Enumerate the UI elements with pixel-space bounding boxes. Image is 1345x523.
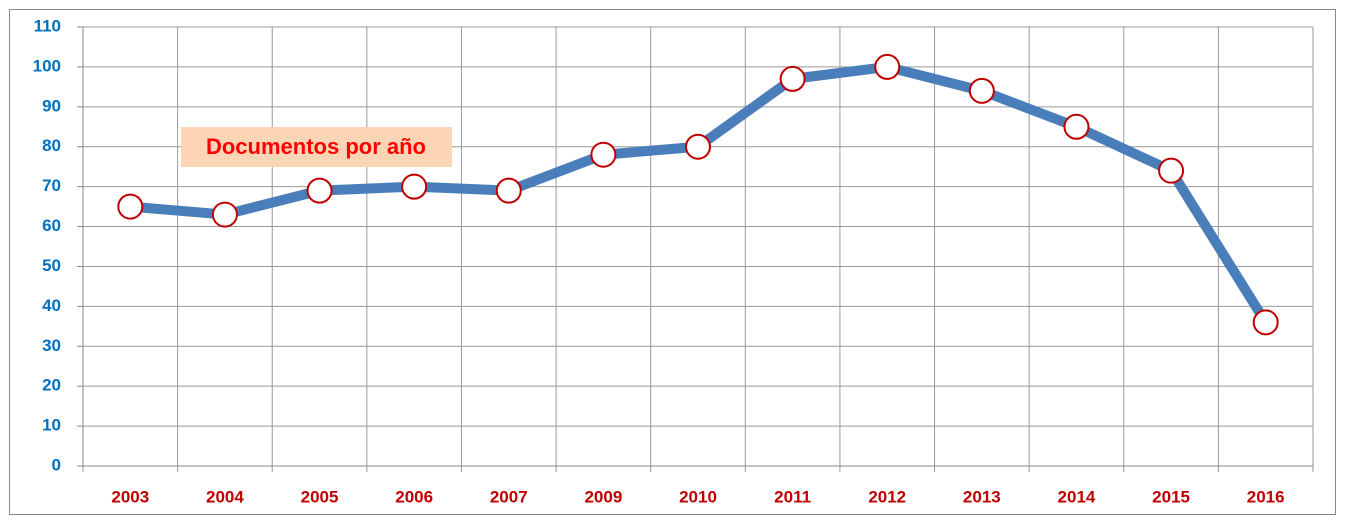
x-tick-label: 2005 bbox=[301, 487, 339, 506]
annotation: Documentos por año bbox=[206, 134, 426, 159]
x-tick-label: 2012 bbox=[868, 487, 906, 506]
marker bbox=[779, 65, 806, 92]
x-tick-label: 2014 bbox=[1058, 487, 1096, 506]
marker bbox=[401, 173, 428, 200]
y-tick-label: 20 bbox=[42, 376, 61, 395]
y-tick-label: 10 bbox=[42, 416, 61, 435]
y-tick-label: 40 bbox=[42, 296, 61, 315]
x-tick-label: 2015 bbox=[1152, 487, 1190, 506]
x-tick-label: 2013 bbox=[963, 487, 1001, 506]
marker bbox=[874, 53, 901, 80]
y-tick-label: 90 bbox=[42, 96, 61, 115]
x-tick-label: 2009 bbox=[584, 487, 622, 506]
marker bbox=[1063, 113, 1090, 140]
y-tick-label: 0 bbox=[52, 455, 61, 474]
annotation-box bbox=[181, 127, 452, 167]
marker bbox=[117, 193, 144, 220]
marker bbox=[590, 141, 617, 168]
marker bbox=[306, 177, 333, 204]
x-tick-label: 2011 bbox=[774, 487, 811, 506]
y-tick-label: 110 bbox=[34, 16, 61, 35]
y-tick-label: 80 bbox=[42, 136, 61, 155]
y-tick-label: 60 bbox=[42, 216, 61, 235]
marker bbox=[211, 201, 238, 228]
x-tick-label: 2016 bbox=[1247, 487, 1285, 506]
marker bbox=[1252, 309, 1279, 336]
marker bbox=[685, 133, 711, 160]
x-tick-label: 2007 bbox=[490, 487, 528, 506]
marker bbox=[968, 77, 995, 104]
y-tick-label: 30 bbox=[42, 336, 61, 355]
marker bbox=[1158, 157, 1185, 184]
x-tick-label: 2010 bbox=[679, 487, 717, 506]
x-tick-label: 2006 bbox=[395, 487, 433, 506]
y-tick-label: 70 bbox=[42, 176, 61, 195]
x-tick-label: 2004 bbox=[206, 487, 244, 506]
y-tick-label: 100 bbox=[33, 56, 61, 75]
x-tick-label: 2003 bbox=[111, 487, 149, 506]
marker bbox=[495, 177, 522, 204]
chart-border bbox=[9, 9, 1336, 515]
y-tick-label: 50 bbox=[42, 256, 61, 275]
